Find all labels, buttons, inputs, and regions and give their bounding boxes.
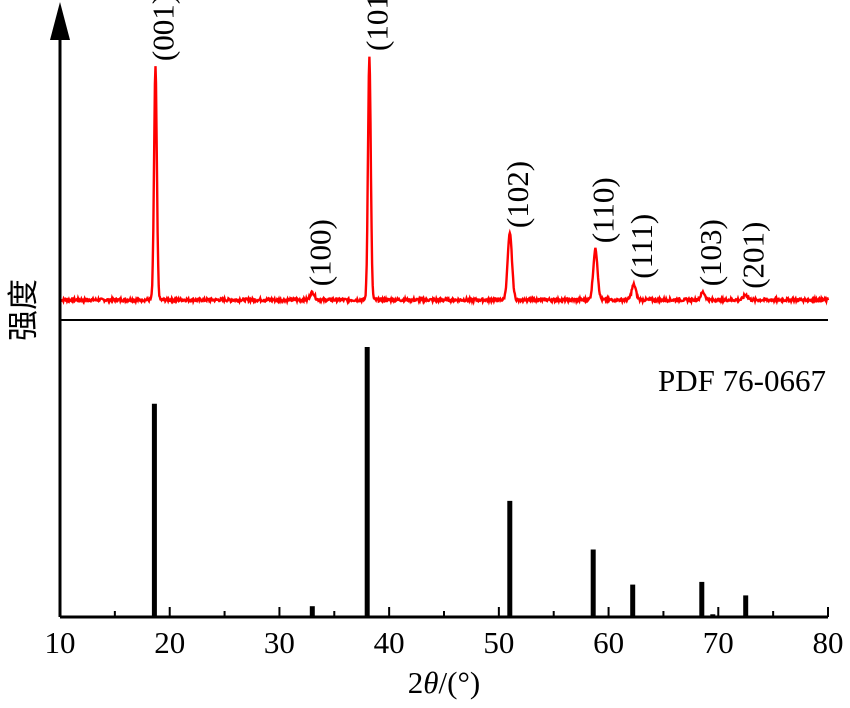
peak-label: (110): [585, 177, 620, 243]
x-axis-title: 2θ/(°): [408, 665, 480, 700]
x-tick-label: 60: [593, 625, 624, 660]
x-tick-label: 70: [703, 625, 734, 660]
reference-card-label: PDF 76-0667: [658, 363, 826, 398]
x-tick-label: 40: [374, 625, 405, 660]
peak-label: (201): [736, 222, 771, 289]
reference-sticks-layer: [151, 347, 749, 617]
x-tick-label: 80: [813, 625, 844, 660]
peak-label: (103): [693, 219, 728, 286]
peak-label: (100): [302, 219, 337, 286]
labels-layer: (001) (100) (101) (102) (110)(111) (103) (201)…: [6, 0, 844, 700]
x-tick-label: 50: [483, 625, 514, 660]
y-axis-title: 强度: [6, 279, 41, 341]
x-tick-label: 20: [154, 625, 185, 660]
x-tick-label: 30: [264, 625, 295, 660]
peak-label: (102): [500, 161, 535, 228]
peak-label: (101): [359, 0, 394, 51]
peak-label: (001): [146, 0, 181, 61]
y-axis-arrow: [50, 2, 70, 40]
x-tick-label: 10: [45, 625, 76, 660]
measured-pattern-line: [59, 56, 830, 306]
axes-layer: [50, 2, 829, 619]
peak-label: (111): [624, 214, 659, 279]
measured-pattern-layer: [59, 56, 830, 306]
